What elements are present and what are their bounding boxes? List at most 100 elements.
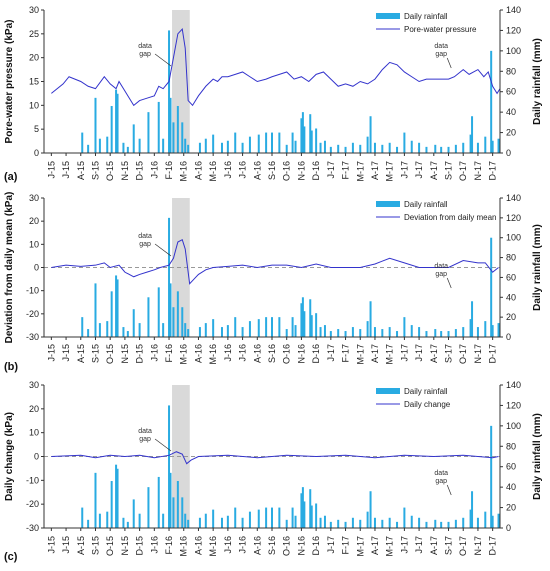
y2-tick-label: 80 xyxy=(506,253,516,263)
series-line xyxy=(51,27,501,107)
rain-bar xyxy=(447,521,450,528)
x-tick-label: O-15 xyxy=(105,344,115,364)
rain-bar xyxy=(204,513,207,528)
rain-bar xyxy=(248,511,251,528)
rain-bar xyxy=(369,116,372,153)
x-tick-label: O-16 xyxy=(282,344,292,364)
rain-bar xyxy=(241,327,244,337)
y2-tick-label: 40 xyxy=(506,107,516,117)
rain-bar xyxy=(410,325,413,337)
x-tick-label: M-17 xyxy=(385,161,395,182)
rain-bar xyxy=(278,317,281,337)
y2-tick-label: 40 xyxy=(506,482,516,492)
rain-bar xyxy=(122,327,125,337)
x-tick-label: A-17 xyxy=(429,344,439,363)
rain-bar xyxy=(425,521,428,528)
x-tick-label: D-17 xyxy=(488,536,498,556)
y-axis-title: Deviation from daily mean (kPa) xyxy=(4,192,15,344)
x-tick-label: J-15 xyxy=(61,161,71,179)
y2-axis-title: Daily rainfall (mm) xyxy=(532,38,543,125)
x-tick-label: J-16 xyxy=(238,161,248,179)
rain-bar xyxy=(497,323,500,337)
x-tick-label: A-15 xyxy=(76,536,86,555)
x-tick-label: O-15 xyxy=(105,161,115,181)
rain-bar xyxy=(359,144,362,153)
x-tick-label: A-16 xyxy=(193,161,203,180)
rain-bar xyxy=(257,319,260,337)
gap-annotation: data xyxy=(434,470,448,477)
x-tick-label: S-16 xyxy=(267,344,277,363)
rain-bar xyxy=(265,132,268,153)
rain-bar xyxy=(396,521,399,528)
rain-bar xyxy=(81,317,84,337)
series-line xyxy=(51,451,499,465)
rain-bar xyxy=(462,327,465,337)
rain-bar xyxy=(484,321,487,337)
rain-bar xyxy=(491,515,494,528)
rain-bar xyxy=(147,487,150,528)
rain-bar xyxy=(454,519,457,528)
x-tick-label: J-15 xyxy=(61,344,71,362)
legend-label-rain: Daily rainfall xyxy=(404,12,448,21)
rain-bar xyxy=(265,507,268,528)
x-tick-label: J-17 xyxy=(326,344,336,362)
rain-bar xyxy=(388,327,391,337)
x-tick-label: J-17 xyxy=(326,161,336,179)
y-tick-label: 20 xyxy=(29,216,39,226)
rain-bar xyxy=(110,291,113,337)
rain-bar xyxy=(425,331,428,337)
rain-bar xyxy=(132,499,135,528)
rain-bar xyxy=(169,472,172,528)
y-tick-label: 10 xyxy=(29,428,39,438)
rain-bar xyxy=(147,112,150,153)
rain-bar xyxy=(176,481,179,528)
rain-bar xyxy=(303,311,306,337)
rain-bar xyxy=(476,142,479,153)
series-line xyxy=(51,238,499,285)
rain-bar xyxy=(366,321,369,337)
x-tick-label: A-15 xyxy=(76,344,86,363)
rain-bar xyxy=(471,301,474,337)
x-tick-label: J-16 xyxy=(223,536,233,554)
rain-bar xyxy=(366,511,369,528)
y-tick-label: 10 xyxy=(29,239,39,249)
y2-tick-label: 100 xyxy=(506,233,521,243)
x-tick-label: J-16 xyxy=(149,536,159,554)
x-tick-label: S-15 xyxy=(90,161,100,180)
rain-bar xyxy=(418,142,421,153)
rain-bar xyxy=(157,101,160,153)
rain-bar xyxy=(187,144,190,153)
rain-bar xyxy=(184,513,187,528)
rain-bar xyxy=(226,325,229,337)
legend-swatch-rain xyxy=(376,388,400,394)
rain-bar xyxy=(447,146,450,153)
rain-bar xyxy=(169,283,172,337)
rain-bar xyxy=(381,329,384,337)
rain-bar xyxy=(344,146,347,153)
x-tick-label: S-17 xyxy=(444,536,454,555)
x-tick-label: S-16 xyxy=(267,536,277,555)
x-tick-label: J-16 xyxy=(223,161,233,179)
x-tick-label: N-17 xyxy=(473,344,483,364)
rain-bar xyxy=(181,497,184,528)
rain-bar xyxy=(138,138,141,153)
x-tick-label: F-17 xyxy=(341,344,351,363)
x-tick-label: O-15 xyxy=(105,536,115,556)
y-tick-label: 30 xyxy=(29,5,39,15)
rain-bar xyxy=(234,317,237,337)
y2-tick-label: 120 xyxy=(506,213,521,223)
x-tick-label: M-16 xyxy=(179,344,189,365)
rain-bar xyxy=(300,493,303,528)
rain-bar xyxy=(454,329,457,337)
rain-bar xyxy=(198,142,201,153)
y-tick-label: 5 xyxy=(34,124,39,134)
y-tick-label: 10 xyxy=(29,100,39,110)
rain-bar xyxy=(187,519,190,528)
rain-bar xyxy=(87,519,90,528)
rain-bar xyxy=(351,142,354,153)
rain-bar xyxy=(204,323,207,337)
rain-bar xyxy=(285,519,288,528)
rain-bar xyxy=(434,519,437,528)
rain-bar xyxy=(462,517,465,528)
x-tick-label: J-17 xyxy=(399,161,409,179)
